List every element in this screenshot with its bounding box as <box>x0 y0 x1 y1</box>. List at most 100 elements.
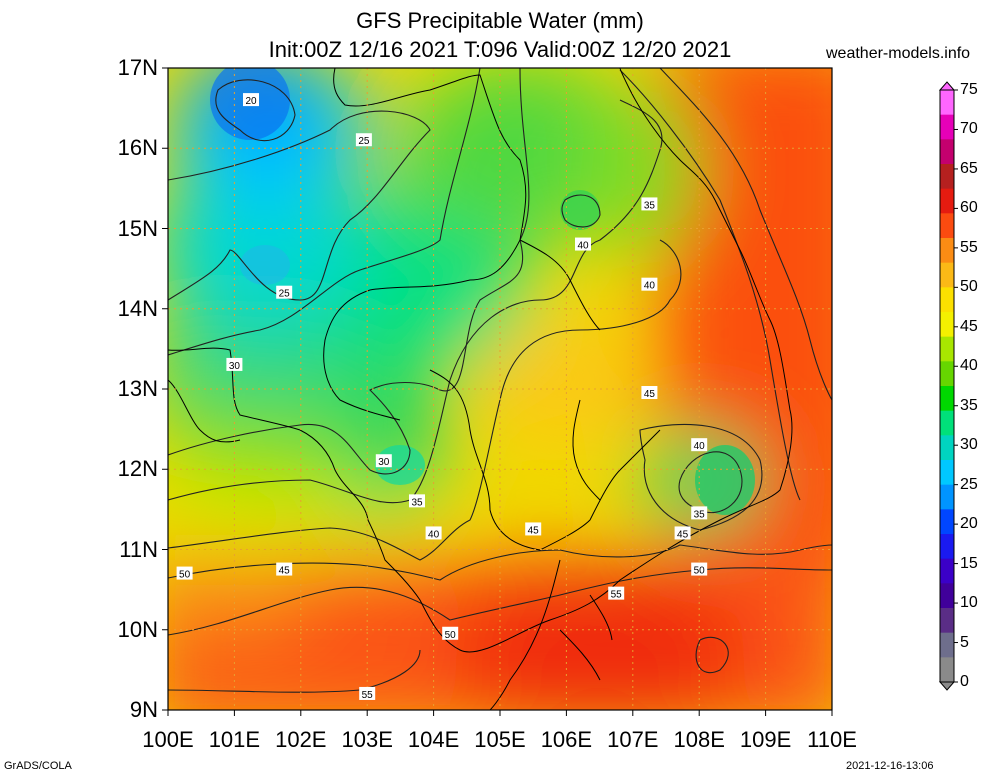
contour-label: 50 <box>691 562 708 577</box>
lat-label: 11N <box>119 536 158 562</box>
contour-label-text: 20 <box>245 96 257 107</box>
colorbar-swatch <box>940 139 954 165</box>
colorbar-label: 25 <box>960 475 978 493</box>
contour-label: 40 <box>691 438 708 452</box>
lat-label: 12N <box>117 456 158 482</box>
colorbar-swatch <box>940 484 954 510</box>
contour-label-bg <box>608 586 625 600</box>
colorbar-swatch <box>940 90 954 116</box>
contour-label-text: 55 <box>611 590 623 601</box>
contour-label-bg <box>176 566 193 580</box>
colorbar-swatch <box>940 657 954 683</box>
contour-label: 45 <box>276 562 293 577</box>
contour-label-text: 40 <box>577 241 589 252</box>
colorbar-label: 60 <box>960 199 978 217</box>
lon-label: 103E <box>341 727 393 752</box>
colorbar-swatch <box>940 509 954 535</box>
contour-label-text: 50 <box>445 630 457 641</box>
colorbar-swatch <box>940 583 954 609</box>
contour-labels: 20 25 25 30 30 35 35 35 40 40 40 40 45 45 45 45 50 50 50 55… <box>176 93 708 701</box>
colorbar-swatch <box>940 558 954 584</box>
lon-label: 100E <box>142 727 194 752</box>
contour-label-text: 35 <box>644 200 656 211</box>
lat-label: 10N <box>117 616 158 642</box>
colorbar-swatch <box>940 262 954 288</box>
site-name: weather-models.info <box>826 45 971 62</box>
contour-label: 45 <box>525 522 542 536</box>
lon-label: 101E <box>208 727 261 752</box>
contour-label: 25 <box>276 285 293 300</box>
contour-label-text: 45 <box>279 566 291 577</box>
contour-label: 40 <box>575 237 591 252</box>
contour-label: 35 <box>691 506 708 520</box>
contour-label-text: 45 <box>644 389 656 400</box>
colorbar-label: 65 <box>960 159 978 177</box>
colorbar-label: 70 <box>960 120 978 138</box>
contour-label-text: 45 <box>677 529 689 540</box>
colorbar-label: 75 <box>960 81 978 98</box>
map-title: GFS Precipitable Water (mm) <box>356 8 644 33</box>
colorbar-label: 20 <box>960 515 978 533</box>
coastlines-borders <box>168 68 793 710</box>
contour-label-text: 40 <box>694 441 706 452</box>
colorbar-swatch <box>940 213 954 239</box>
contour-label: 55 <box>359 686 376 701</box>
contour-label: 40 <box>641 277 658 292</box>
colorbar-label: 45 <box>960 317 978 335</box>
contour-label-text: 40 <box>428 529 440 540</box>
contour-label-bg <box>641 386 658 400</box>
colorbar-swatch <box>940 287 954 313</box>
contour-label-bg <box>691 562 708 576</box>
lon-label: 108E <box>673 727 725 752</box>
colorbar-label: 10 <box>960 594 978 612</box>
contour-label: 35 <box>409 494 425 508</box>
lon-label: 110E <box>807 727 857 752</box>
contour-label-bg <box>226 357 243 371</box>
colorbar-label: 50 <box>960 278 978 296</box>
lon-label: 105E <box>474 727 526 752</box>
contour-label-bg <box>575 237 591 251</box>
colorbar-swatch <box>940 410 954 436</box>
lon-label: 106E <box>540 727 593 752</box>
colorbar-swatch <box>940 336 954 362</box>
colorbar-label: 5 <box>960 633 969 651</box>
colorbar-label: 15 <box>960 554 978 572</box>
contour-label: 30 <box>375 454 392 468</box>
contour-label-text: 30 <box>229 361 241 372</box>
footer-timestamp: 2021-12-16-13:06 <box>846 760 934 772</box>
colorbar-swatch <box>940 435 954 461</box>
contour-label-bg <box>641 197 658 211</box>
contour-label-text: 25 <box>279 289 291 300</box>
contour-label-bg <box>641 277 658 291</box>
precipitable-water-field <box>168 68 832 710</box>
contour-label-text: 30 <box>378 457 390 468</box>
contour-label-bg <box>409 494 425 508</box>
contour-label-text: 55 <box>362 690 374 701</box>
lon-label: 104E <box>407 727 460 752</box>
lat-label: 9N <box>129 697 158 722</box>
lon-label: 109E <box>739 727 792 752</box>
lon-label: 102E <box>275 727 327 752</box>
contour-label: 45 <box>674 526 691 540</box>
contour-label-bg <box>375 454 392 468</box>
colorbar-label: 35 <box>960 396 978 414</box>
contour-label-bg <box>243 93 259 107</box>
contour-label: 50 <box>176 566 193 581</box>
colorbar-top-arrow <box>938 81 956 91</box>
contour-label-bg <box>525 522 542 536</box>
colorbar-swatch <box>940 632 954 658</box>
colorbar-swatch <box>940 312 954 338</box>
lon-label: 107E <box>607 727 659 752</box>
contour-label-bg <box>276 285 293 299</box>
contour-label: 50 <box>442 626 459 641</box>
footer-credit: GrADS/COLA <box>4 760 72 772</box>
contour-label-bg <box>359 686 376 700</box>
colorbar-bottom-arrow <box>938 681 956 691</box>
colorbar-swatch <box>940 164 954 190</box>
lat-label: 16N <box>117 135 158 161</box>
contour-label-text: 45 <box>528 525 540 536</box>
lat-label: 13N <box>117 376 158 401</box>
lat-label: 15N <box>117 215 158 241</box>
contour-label-bg <box>442 626 459 640</box>
contour-label-bg <box>276 562 293 576</box>
